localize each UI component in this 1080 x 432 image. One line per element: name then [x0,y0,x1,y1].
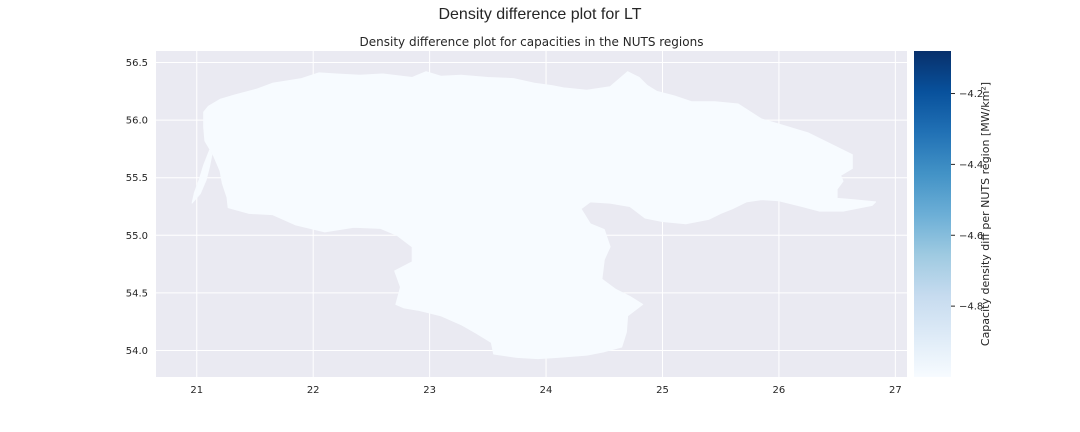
y-tick-label: 55.5 [126,173,148,184]
region-lt [203,71,877,360]
x-tick-label: 22 [307,385,320,396]
x-tick-label: 27 [889,385,902,396]
y-tick-label: 55.0 [126,231,148,242]
grid-lines [156,51,907,377]
colorbar [914,51,951,377]
x-tick-label: 25 [656,385,669,396]
y-tick-label: 56.5 [126,58,148,69]
y-tick-label: 56.0 [126,116,148,127]
colorbar-tick-label: −4.2 [959,89,983,100]
x-axis-ticks: 21 22 23 24 25 26 27 [190,385,901,396]
x-tick-label: 23 [423,385,436,396]
figure-title: Density difference plot for LT [438,6,642,23]
colorbar-tick-label: −4.6 [959,231,983,242]
x-tick-label: 26 [773,385,786,396]
colorbar-tick-label: −4.8 [959,302,983,313]
y-tick-label: 54.5 [126,288,148,299]
colorbar-tick-label: −4.4 [959,160,983,171]
chart-subtitle: Density difference plot for capacities i… [360,35,704,49]
x-tick-label: 24 [540,385,553,396]
colorbar-label: Capacity density diff per NUTS region [M… [979,82,992,346]
y-axis-ticks: 54.0 54.5 55.0 55.5 56.0 56.5 [126,58,148,357]
map-regions [191,71,877,360]
colorbar-ticks: −4.2 −4.4 −4.6 −4.8 [951,89,983,313]
x-tick-label: 21 [190,385,203,396]
y-tick-label: 54.0 [126,346,148,357]
region-curonian-spit-lt [191,149,213,204]
